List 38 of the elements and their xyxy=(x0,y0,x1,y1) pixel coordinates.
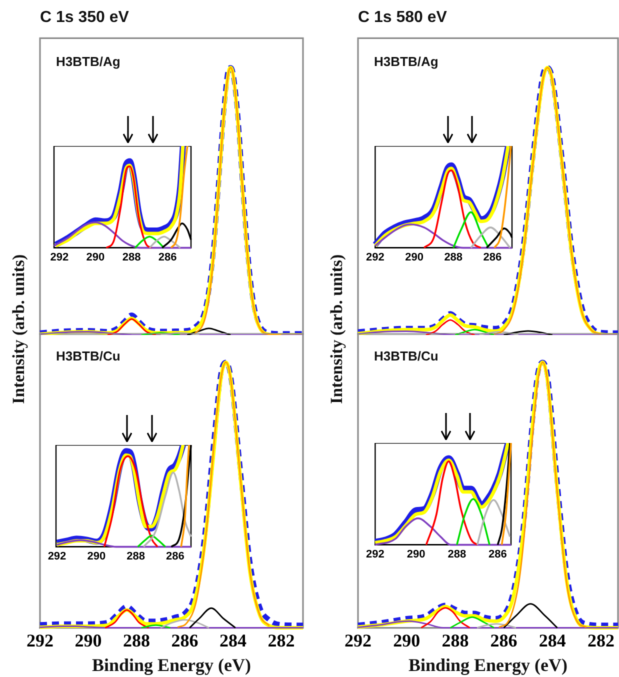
chart-subtitle: H3BTB/Ag xyxy=(374,54,438,69)
x-tick-label: 286 xyxy=(490,630,518,650)
x-tick-label: 286 xyxy=(166,550,184,562)
x-tick-label: 290 xyxy=(406,548,426,560)
chart-subtitle: H3BTB/Ag xyxy=(56,54,120,69)
x-tick-label: 292 xyxy=(26,630,54,650)
x-tick-label: 284 xyxy=(220,630,247,650)
x-axis-title: Binding Energy (eV) xyxy=(408,654,568,675)
chart-title: C 1s 580 eV xyxy=(358,9,448,26)
x-tick-label: 292 xyxy=(344,630,372,650)
x-tick-label: 290 xyxy=(87,550,106,562)
y-axis-title: Intensity (arb. units) xyxy=(326,253,347,406)
x-tick-label: 282 xyxy=(587,630,614,650)
x-tick-label: 288 xyxy=(444,251,463,264)
x-tick-label: 286 xyxy=(158,251,177,264)
x-tick-label: 288 xyxy=(442,630,469,650)
x-tick-label: 288 xyxy=(448,548,466,560)
x-tick-label: 290 xyxy=(86,251,105,264)
x-tick-label: 292 xyxy=(366,548,384,560)
x-tick-label: 292 xyxy=(48,550,66,562)
x-tick-label: 286 xyxy=(483,251,502,264)
y-axis-title: Intensity (arb. units) xyxy=(8,253,29,406)
x-tick-label: 292 xyxy=(366,251,384,264)
x-tick-label: 282 xyxy=(268,630,295,650)
x-tick-label: 290 xyxy=(405,251,424,264)
x-axis-title: Binding Energy (eV) xyxy=(92,654,252,675)
x-tick-label: 286 xyxy=(171,630,198,650)
x-tick-label: 288 xyxy=(122,251,141,264)
x-tick-label: 292 xyxy=(50,251,69,264)
x-tick-label: 286 xyxy=(488,548,507,560)
x-tick-label: 288 xyxy=(123,630,150,650)
chart-subtitle: H3BTB/Cu xyxy=(374,348,438,364)
x-tick-label: 284 xyxy=(538,630,566,650)
chart-subtitle: H3BTB/Cu xyxy=(56,348,120,364)
x-tick-label: 290 xyxy=(74,630,102,650)
x-tick-label: 290 xyxy=(393,630,420,650)
x-tick-label: 288 xyxy=(126,550,145,562)
chart-title: C 1s 350 eV xyxy=(40,9,130,26)
